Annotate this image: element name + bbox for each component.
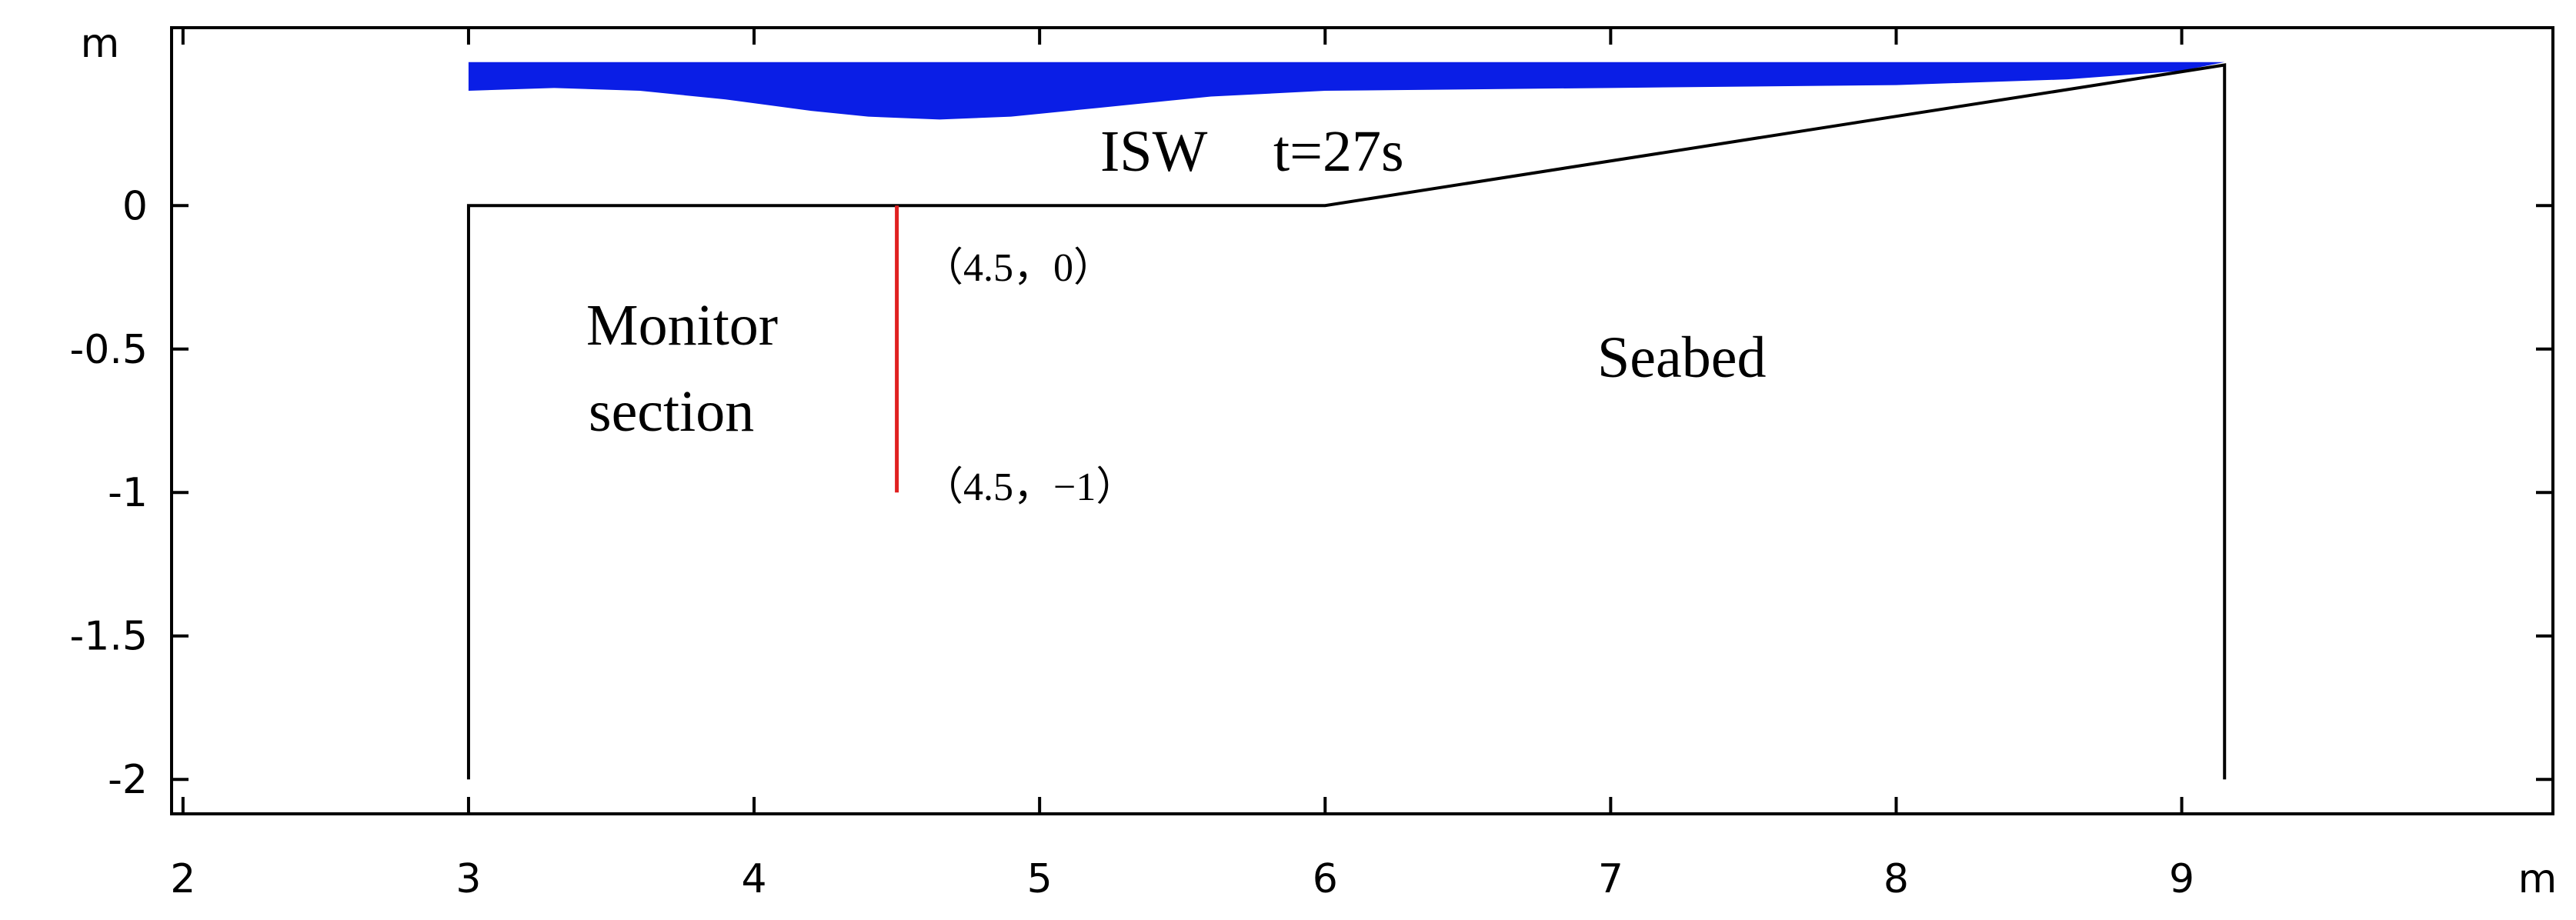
y-tick-labels: 0 -0.5 -1 -1.5 -2 bbox=[70, 183, 148, 803]
x-tick-label: 9 bbox=[2169, 856, 2194, 902]
y-tick-label: -1.5 bbox=[70, 614, 148, 660]
x-tick-label: 2 bbox=[170, 856, 195, 902]
y-tick-label: 0 bbox=[122, 183, 148, 229]
tick-marks bbox=[172, 28, 2553, 814]
seabed-outline bbox=[466, 63, 2227, 780]
y-axis-unit: m bbox=[81, 21, 120, 67]
x-axis-unit: m bbox=[2518, 856, 2558, 902]
y-tick-label: -1 bbox=[108, 470, 148, 516]
monitor-label-line1: Monitor bbox=[586, 293, 778, 358]
x-tick-label: 3 bbox=[455, 856, 481, 902]
y-tick-label: -2 bbox=[108, 757, 148, 803]
monitor-label-line2: section bbox=[589, 379, 754, 444]
internal-solitary-wave-water bbox=[468, 62, 2225, 120]
wave-label: ISW bbox=[1100, 119, 1208, 184]
coord-top-label: （4.5，0） bbox=[923, 246, 1113, 290]
x-tick-label: 7 bbox=[1598, 856, 1623, 902]
seabed-label: Seabed bbox=[1597, 325, 1766, 390]
x-tick-labels: 2 3 4 5 6 7 8 9 bbox=[170, 856, 2194, 902]
plot-frame bbox=[170, 26, 2554, 815]
x-tick-label: 4 bbox=[742, 856, 767, 902]
time-label: t=27s bbox=[1273, 119, 1404, 184]
coord-bottom-label: （4.5，−1） bbox=[923, 465, 1136, 509]
x-tick-label: 5 bbox=[1027, 856, 1053, 902]
y-tick-label: -0.5 bbox=[70, 327, 148, 373]
x-tick-label: 6 bbox=[1313, 856, 1338, 902]
x-tick-label: 8 bbox=[1884, 856, 1909, 902]
